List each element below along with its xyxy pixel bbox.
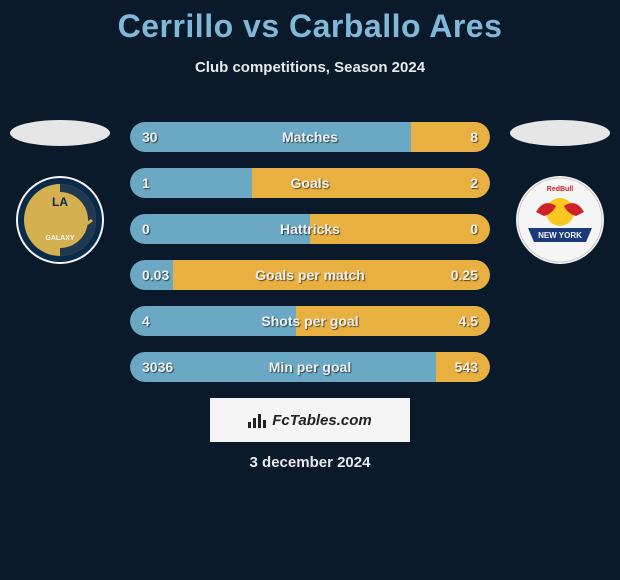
stat-row: 0.030.25Goals per match [130, 260, 490, 290]
stat-label: Hattricks [130, 214, 490, 244]
stat-row: 44.5Shots per goal [130, 306, 490, 336]
stat-label: Min per goal [130, 352, 490, 382]
stat-row: 00Hattricks [130, 214, 490, 244]
stats-container: 308Matches 12Goals 00Hattricks 0.030.25Goal… [130, 122, 490, 398]
stat-label: Goals [130, 168, 490, 198]
page-title: Cerrillo vs Carballo Ares [0, 0, 620, 45]
svg-text:RedBull: RedBull [547, 186, 574, 193]
chart-icon [248, 412, 268, 428]
svg-text:LA: LA [52, 195, 68, 209]
right-club-badge: RedBull NEW YORK [516, 176, 604, 264]
ny-red-bulls-badge-icon: RedBull NEW YORK [516, 176, 604, 264]
left-player-column: LA GALAXY [10, 120, 110, 264]
stat-row: 12Goals [130, 168, 490, 198]
svg-text:NEW YORK: NEW YORK [538, 231, 582, 240]
stat-label: Shots per goal [130, 306, 490, 336]
stat-label: Matches [130, 122, 490, 152]
left-player-silhouette [10, 120, 110, 146]
branding-badge: FcTables.com [210, 398, 410, 442]
right-player-silhouette [510, 120, 610, 146]
date-text: 3 december 2024 [0, 454, 620, 471]
stat-label: Goals per match [130, 260, 490, 290]
subtitle: Club competitions, Season 2024 [0, 59, 620, 76]
svg-text:GALAXY: GALAXY [45, 235, 75, 242]
stat-row: 308Matches [130, 122, 490, 152]
stat-row: 3036543Min per goal [130, 352, 490, 382]
left-club-badge: LA GALAXY [16, 176, 104, 264]
branding-text: FcTables.com [272, 412, 371, 429]
right-player-column: RedBull NEW YORK [510, 120, 610, 264]
la-galaxy-badge-icon: LA GALAXY [16, 176, 104, 264]
